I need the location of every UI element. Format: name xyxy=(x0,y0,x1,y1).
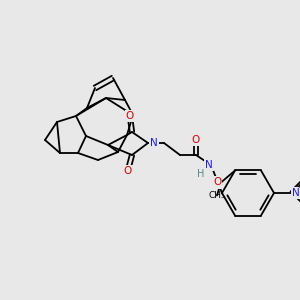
Text: +: + xyxy=(298,182,300,191)
Text: O: O xyxy=(126,111,134,121)
Text: N: N xyxy=(205,160,213,170)
Text: O: O xyxy=(192,135,200,145)
Text: CH₃: CH₃ xyxy=(209,191,225,200)
Text: O: O xyxy=(213,178,221,188)
Text: N: N xyxy=(292,188,300,198)
Text: O: O xyxy=(124,166,132,176)
Text: H: H xyxy=(197,169,205,179)
Text: N: N xyxy=(150,138,158,148)
